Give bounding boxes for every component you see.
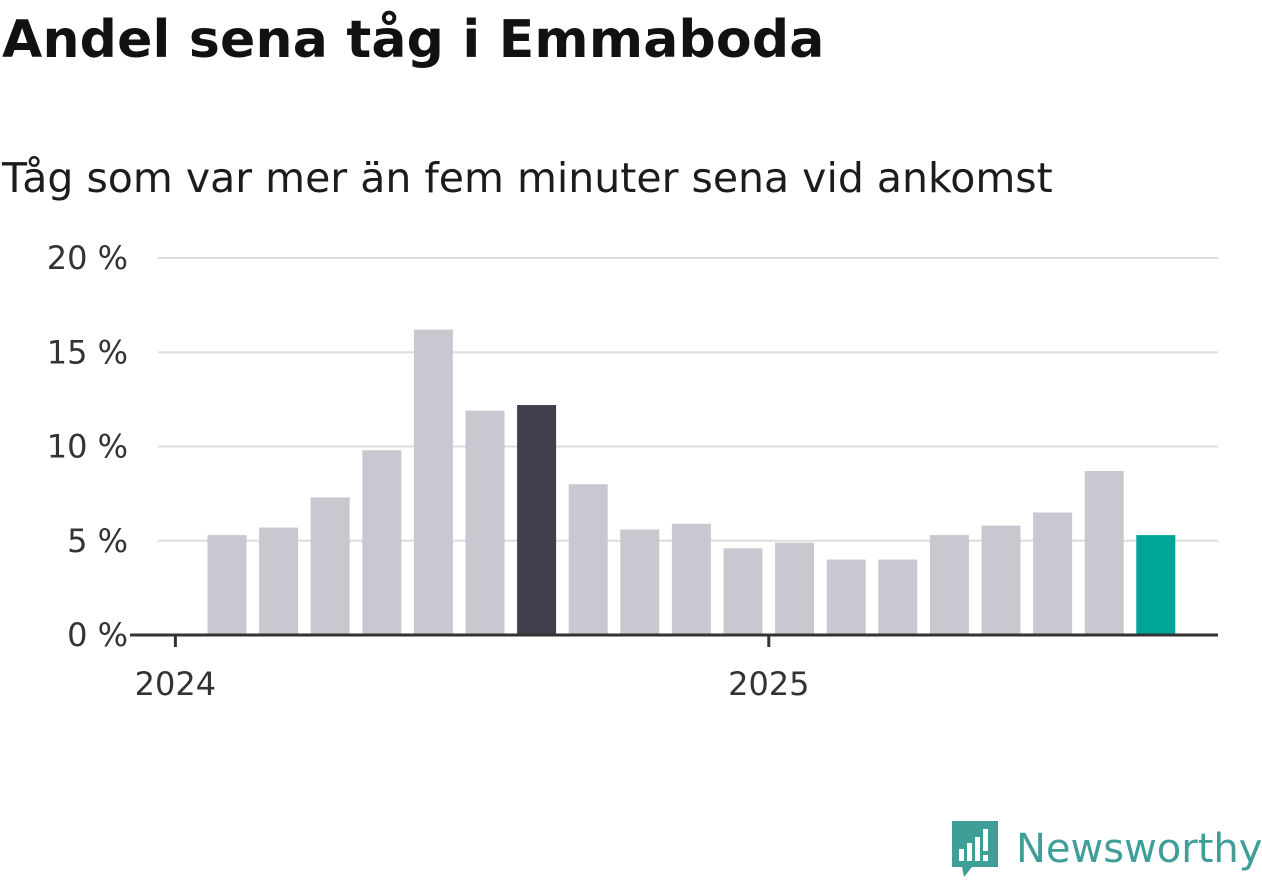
bar <box>671 523 711 635</box>
y-tick-label: 15 % <box>47 333 128 371</box>
bar <box>1084 471 1124 635</box>
chart-subtitle: Tåg som var mer än fem minuter sena vid … <box>2 154 1053 202</box>
y-tick-label: 5 % <box>67 522 128 560</box>
bar <box>413 329 453 635</box>
x-tick-label: 2024 <box>135 665 216 703</box>
bar <box>568 484 608 635</box>
bar-chart: 0 % 5 % 10 % 15 % 20 % 2024 2025 <box>47 239 1218 703</box>
bar <box>259 527 299 635</box>
bar <box>981 525 1021 635</box>
y-tick-label: 10 % <box>47 428 128 466</box>
x-tick-labels: 2024 2025 <box>135 665 810 703</box>
brand-name: Newsworthy <box>1016 826 1262 872</box>
bars <box>207 329 1176 635</box>
x-axis <box>130 633 1218 647</box>
bar <box>1033 512 1073 635</box>
bar <box>620 529 660 635</box>
brand-logo: Newsworthy <box>950 818 1262 880</box>
bar <box>310 497 350 635</box>
bar <box>1136 535 1176 635</box>
bar <box>207 535 247 635</box>
x-tick-label: 2025 <box>728 665 809 703</box>
y-tick-label: 20 % <box>47 239 128 277</box>
chart-title: Andel sena tåg i Emmaboda <box>2 10 825 70</box>
newsworthy-logo-icon <box>952 821 998 877</box>
bar <box>775 542 815 635</box>
y-tick-labels: 0 % 5 % 10 % 15 % 20 % <box>47 239 128 654</box>
bar <box>878 559 918 635</box>
bar <box>826 559 866 635</box>
bar <box>929 535 969 635</box>
bar <box>362 450 402 635</box>
bar <box>465 410 505 635</box>
bar <box>517 405 557 635</box>
y-tick-label: 0 % <box>67 616 128 654</box>
bar <box>723 548 763 635</box>
